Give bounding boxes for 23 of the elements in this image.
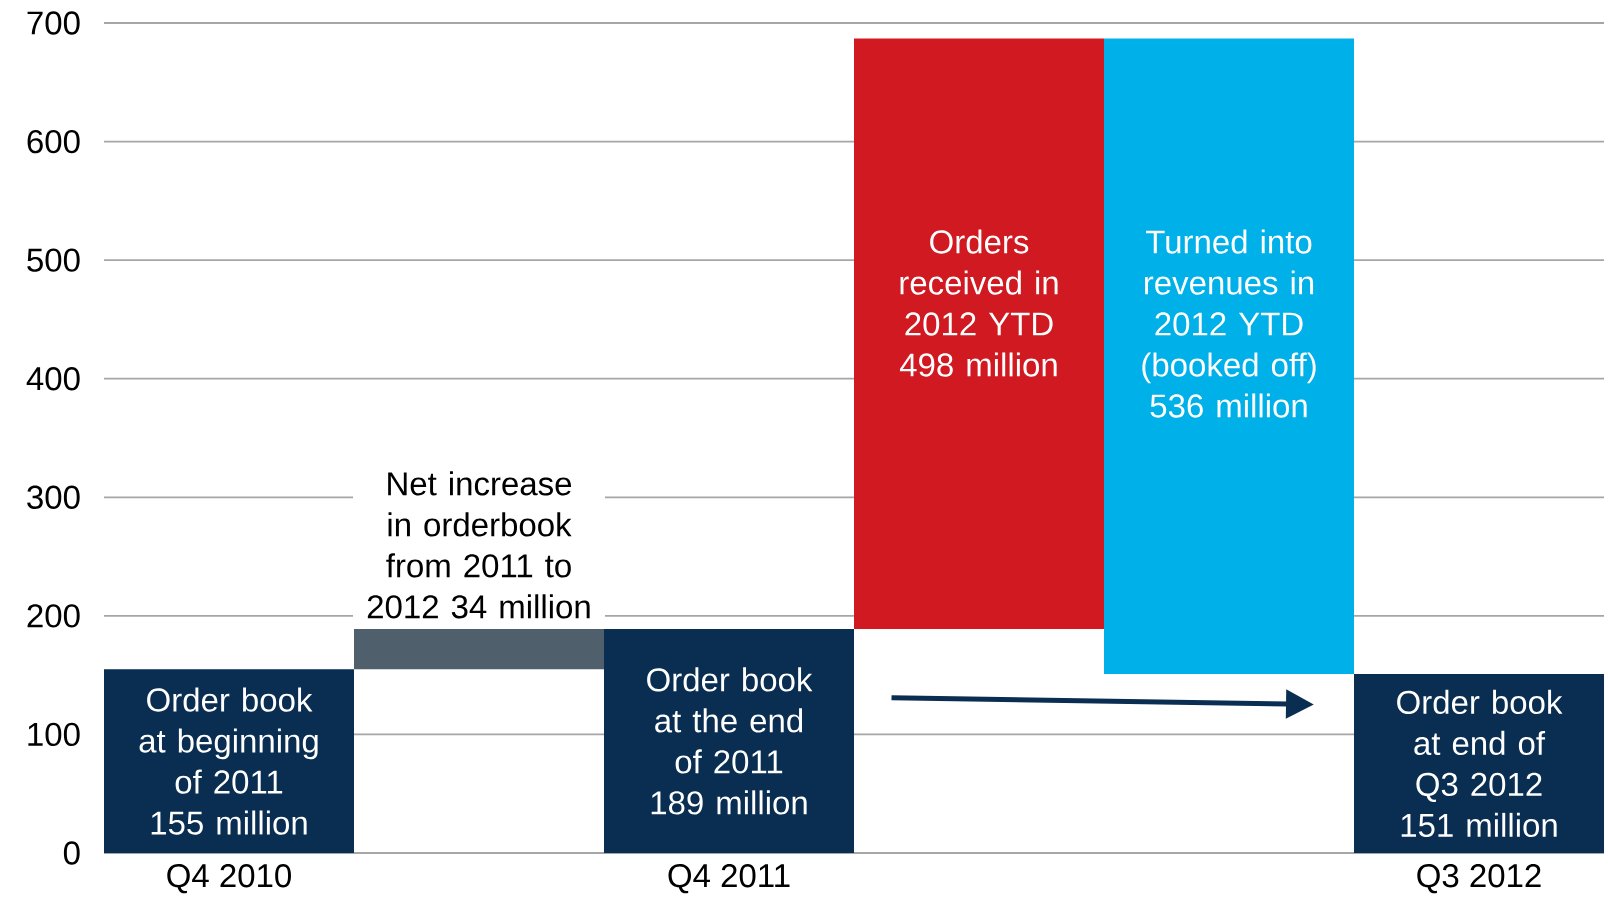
bar: [104, 669, 354, 853]
data-label: Net increase in orderbook from 2011 to 2012 34 million: [367, 471, 590, 619]
y-tick-label: 400: [26, 367, 80, 391]
data-label: Order book at beginning of 2011 155 million: [139, 687, 318, 835]
data-label: Orders received in 2012 YTD 498 million: [899, 229, 1058, 377]
y-tick-label: 200: [27, 604, 80, 628]
data-label: Order book at end of Q3 2012 151 million: [1397, 689, 1563, 838]
bar: [604, 628, 855, 853]
bar: [854, 38, 1105, 629]
x-tick-label: Q4 2010: [167, 864, 291, 894]
y-tick-label: 100: [28, 722, 80, 747]
x-tick-label: Q4 2011: [668, 864, 790, 894]
y-tick-label: 600: [27, 129, 80, 154]
data-label: Turned into revenues in 2012 YTD (booked off) 536 million: [1142, 229, 1316, 418]
bar: [1354, 673, 1605, 853]
bar: [354, 628, 605, 670]
y-tick-label: 0: [63, 841, 80, 865]
x-tick-label: Q3 2012: [1417, 864, 1541, 894]
bar: [1104, 38, 1355, 674]
y-tick-label: 300: [27, 485, 80, 509]
data-label: Order book at the end of 2011 189 million: [647, 667, 813, 815]
y-tick-label: 700: [27, 11, 80, 35]
y-tick-label: 500: [27, 248, 80, 272]
